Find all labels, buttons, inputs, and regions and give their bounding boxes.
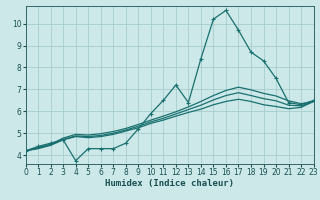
X-axis label: Humidex (Indice chaleur): Humidex (Indice chaleur): [105, 179, 234, 188]
